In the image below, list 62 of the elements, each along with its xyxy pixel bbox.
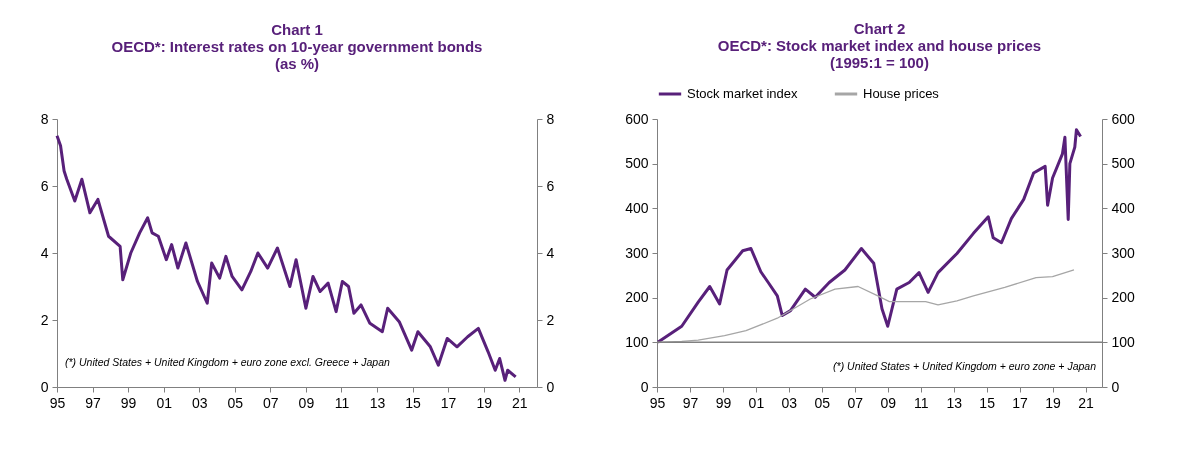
legend-label: Stock market index [687,86,799,101]
y-tick-label: 0 [40,378,49,395]
x-tick-label: 11 [913,394,929,411]
x-tick-label: 01 [748,394,765,411]
x-tick-label: 15 [979,394,996,411]
y-tick-label: 100 [625,333,649,350]
x-tick-label: 95 [649,394,666,411]
chart-title: Chart 1 [271,21,323,38]
y2-tick-label: 200 [1111,289,1136,306]
x-tick-label: 99 [120,394,137,411]
annotation: (*) United States + United Kingdom + euro zone + Japan [833,359,1097,372]
y2-tick-label: 8 [546,110,555,127]
annotation: (*) United States + United Kingdom + euro zone excl. Greece + Japan [65,355,390,368]
x-tick-label: 03 [781,394,798,411]
chart-subtitle: OECD*: Interest rates on 10-year government bonds (as %) [111,38,483,72]
y2-tick-label: 300 [1111,244,1136,261]
x-tick-label: 13 [946,394,963,411]
y2-tick-label: 600 [1111,110,1136,127]
y-tick-label: 6 [40,177,49,194]
x-tick-label: 17 [1012,394,1029,411]
x-tick-label: 11 [334,394,350,411]
x-tick-label: 19 [1045,394,1062,411]
line-series [656,128,1083,344]
y-tick-label: 200 [625,289,649,306]
y2-tick-label: 0 [546,378,555,395]
x-tick-label: 07 [263,394,279,411]
x-tick-label: 95 [49,394,66,411]
x-tick-label: 13 [369,394,386,411]
x-tick-label: 09 [298,394,315,411]
y-tick-label: 600 [625,110,649,127]
x-tick-label: 05 [227,394,244,411]
y-tick-label: 300 [625,244,649,261]
y2-tick-label: 2 [546,311,555,328]
x-tick-label: 01 [156,394,173,411]
x-tick-label: 03 [191,394,208,411]
y-tick-label: 8 [40,110,49,127]
y2-tick-label: 4 [546,244,555,261]
x-tick-label: 15 [405,394,422,411]
chart-title: Chart 2 [853,20,906,37]
y2-tick-label: 100 [1111,333,1136,350]
y2-tick-label: 6 [546,177,555,194]
y2-tick-label: 0 [1111,378,1120,395]
x-tick-label: 07 [847,394,864,411]
x-tick-label: 97 [85,394,102,411]
y-tick-label: 2 [40,311,49,328]
y-tick-label: 400 [625,199,649,216]
y-tick-label: 500 [625,155,649,172]
x-tick-label: 17 [440,394,457,411]
y-tick-label: 0 [640,378,649,395]
y2-tick-label: 500 [1111,155,1136,172]
x-tick-label: 19 [476,394,493,411]
x-tick-label: 09 [880,394,897,411]
x-tick-label: 05 [814,394,831,411]
line-series [55,134,518,382]
x-tick-label: 97 [682,394,699,411]
y2-tick-label: 400 [1111,199,1136,216]
x-tick-label: 21 [511,394,528,411]
legend-label: House prices [863,86,940,101]
y-tick-label: 4 [40,244,49,261]
chart-subtitle: OECD*: Stock market index and house prices (1995:1 = 100) [717,37,1042,71]
x-tick-label: 99 [715,394,732,411]
x-tick-label: 21 [1078,394,1095,411]
